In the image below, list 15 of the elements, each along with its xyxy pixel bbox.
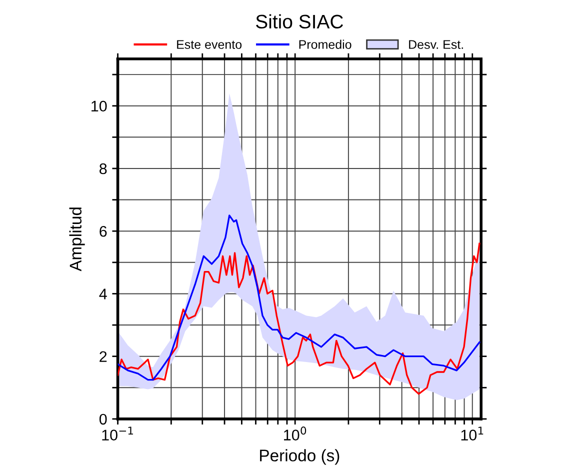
y-axis-title: Amplitud bbox=[69, 208, 85, 272]
text: Desv. Est. bbox=[409, 40, 463, 49]
x-tick-label: 10$^{−1}$ bbox=[102, 426, 133, 440]
legend-label: Este evento bbox=[177, 40, 242, 49]
x-tick-label: 10$^{0}$ bbox=[284, 426, 306, 440]
y-tick-label: 4 bbox=[99, 288, 107, 300]
y-tick-label: 10 bbox=[92, 100, 107, 112]
chart-title: Sitio SIAC bbox=[256, 14, 344, 29]
y-tick-label: 6 bbox=[100, 226, 107, 237]
x-axis-title: Periodo (s) bbox=[260, 449, 340, 465]
x-tick-label: 10$^{1}$ bbox=[461, 426, 484, 440]
y-tick-label: 2 bbox=[100, 351, 107, 362]
y-tick-label: 0 bbox=[99, 414, 107, 425]
y-tick-label: 8 bbox=[100, 163, 107, 174]
legend-label: Promedio bbox=[299, 40, 352, 49]
